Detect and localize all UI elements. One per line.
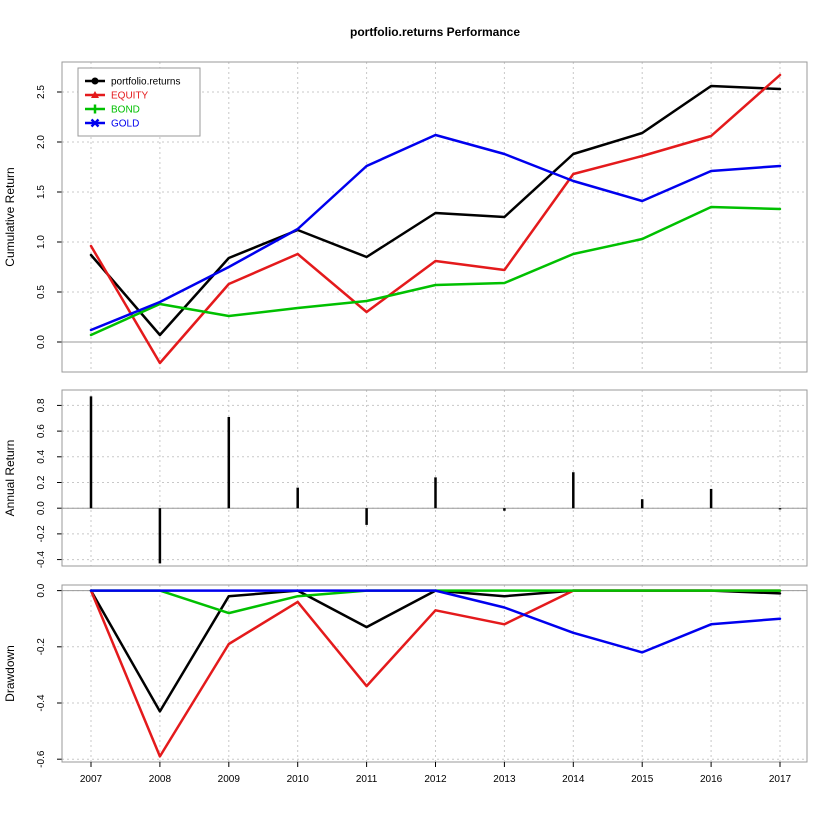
drawdown-ytick-label: -0.6: [36, 750, 47, 768]
x-tick-label: 2014: [562, 774, 585, 785]
legend-label: portfolio.returns: [111, 77, 180, 88]
cumulative-ytick-label: 0.0: [36, 335, 47, 349]
cumulative-axis-title: Cumulative Return: [3, 167, 17, 266]
x-tick-label: 2016: [700, 774, 723, 785]
x-tick-label: 2010: [287, 774, 310, 785]
x-tick-label: 2007: [80, 774, 103, 785]
cumulative-ytick-label: 1.0: [36, 235, 47, 249]
legend-label: BOND: [111, 105, 140, 116]
annual-ytick-label: 0.4: [36, 449, 47, 463]
cumulative-ytick-label: 2.5: [36, 85, 47, 99]
x-tick-label: 2009: [218, 774, 241, 785]
x-tick-label: 2013: [493, 774, 516, 785]
annual-axis-title: Annual Return: [3, 440, 17, 517]
annual-ytick-label: -0.4: [36, 551, 47, 569]
legend-marker-circle: [91, 77, 99, 85]
annual-ytick-label: -0.2: [36, 525, 47, 543]
x-tick-label: 2015: [631, 774, 654, 785]
x-tick-label: 2012: [424, 774, 447, 785]
annual-ytick-label: 0.2: [36, 475, 47, 489]
x-tick-label: 2011: [356, 774, 378, 785]
drawdown-ytick-label: -0.2: [36, 638, 47, 656]
cumulative-series-bond: [89, 205, 782, 337]
drawdown-series-gold: [89, 589, 782, 654]
cumulative-ytick-label: 2.0: [36, 135, 47, 149]
legend-label: EQUITY: [111, 91, 149, 102]
cumulative-series-gold: [89, 133, 782, 332]
legend-marker-cross-b: [90, 118, 100, 128]
cumulative-ytick-label: 0.5: [36, 285, 47, 299]
x-tick-label: 2017: [769, 774, 792, 785]
cumulative-series-equity: [89, 73, 782, 365]
annual-ytick-label: 0.0: [36, 501, 47, 515]
chart-title: portfolio.returns Performance: [350, 25, 520, 39]
drawdown-ytick-label: 0.0: [36, 583, 47, 597]
cumulative-panel-frame: [61, 61, 808, 373]
drawdown-axis-title: Drawdown: [3, 645, 17, 702]
drawdown-ytick-label: -0.4: [36, 694, 47, 712]
drawdown-panel-frame: [61, 584, 808, 763]
legend-label: GOLD: [111, 119, 139, 130]
annual-panel-frame: [61, 389, 808, 567]
cumulative-ytick-label: 1.5: [36, 185, 47, 199]
cumulative-series-portfolio-returns: [89, 84, 782, 337]
annual-ytick-label: 0.6: [36, 424, 47, 438]
legend-marker-triangle: [91, 91, 99, 98]
annual-ytick-label: 0.8: [36, 398, 47, 412]
x-tick-label: 2008: [149, 774, 172, 785]
